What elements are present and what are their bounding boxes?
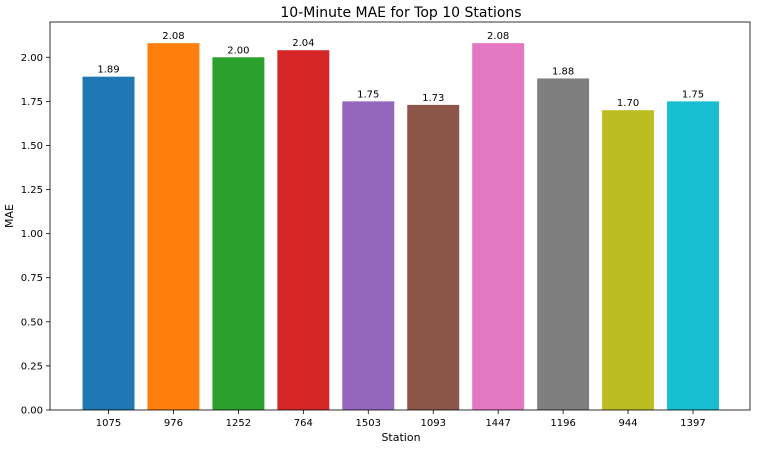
x-tick-label-1196: 1196 bbox=[550, 418, 575, 429]
bar-1196 bbox=[537, 78, 590, 410]
x-tick-label-1093: 1093 bbox=[420, 418, 445, 429]
data-label-764: 2.04 bbox=[292, 38, 314, 49]
data-label-1397: 1.75 bbox=[682, 89, 704, 100]
x-axis-label: Station bbox=[381, 431, 420, 444]
bar-1093 bbox=[407, 104, 460, 410]
y-tick-label: 2.00 bbox=[21, 53, 43, 64]
bar-1397 bbox=[667, 101, 719, 411]
x-tick-label-764: 764 bbox=[294, 418, 313, 429]
x-tick-label-1447: 1447 bbox=[485, 418, 510, 429]
x-tick-label-976: 976 bbox=[164, 418, 183, 429]
y-axis-label: MAE bbox=[3, 204, 16, 228]
plot-area: 1.89 2.08 2.00 2.04 1.75 1.73 2.08 1.88 1.70 1.75 bbox=[82, 31, 719, 411]
bar-764 bbox=[277, 50, 330, 410]
bar-1447 bbox=[472, 43, 525, 410]
data-label-1252: 2.00 bbox=[227, 45, 249, 56]
data-label-944: 1.70 bbox=[617, 98, 639, 109]
plot-frame bbox=[49, 21, 751, 411]
bar-1503 bbox=[342, 101, 395, 411]
y-tick-label: 0.75 bbox=[21, 273, 43, 284]
chart-title: 10-Minute MAE for Top 10 Stations bbox=[280, 5, 521, 21]
bar-1252 bbox=[212, 57, 265, 411]
data-label-1196: 1.88 bbox=[552, 66, 574, 77]
y-tick-label: 0.00 bbox=[21, 406, 43, 417]
data-label-1093: 1.73 bbox=[422, 93, 444, 104]
data-label-1503: 1.75 bbox=[357, 89, 379, 100]
data-label-976: 2.08 bbox=[162, 31, 184, 42]
y-axis: 0.00 0.25 0.50 0.75 1.00 1.25 1.50 1.75 2.00 bbox=[21, 53, 50, 417]
data-label-1447: 2.08 bbox=[487, 31, 509, 42]
y-tick-label: 1.75 bbox=[21, 97, 43, 108]
bar-976 bbox=[147, 43, 200, 410]
y-tick-label: 0.25 bbox=[21, 361, 43, 372]
x-tick-label-1397: 1397 bbox=[680, 418, 705, 429]
data-label-1075: 1.89 bbox=[97, 65, 119, 76]
x-tick-label-944: 944 bbox=[619, 418, 638, 429]
x-tick-label-1075: 1075 bbox=[96, 418, 121, 429]
x-axis: 1075 976 1252 764 1503 1093 1447 1196 944 1397 bbox=[96, 410, 706, 429]
y-tick-label: 1.00 bbox=[21, 229, 43, 240]
x-tick-label-1252: 1252 bbox=[226, 418, 251, 429]
y-tick-label: 1.25 bbox=[21, 185, 43, 196]
y-tick-label: 1.50 bbox=[21, 141, 43, 152]
bar-944 bbox=[602, 110, 655, 411]
bar-1075 bbox=[82, 76, 135, 411]
x-tick-label-1503: 1503 bbox=[356, 418, 381, 429]
y-tick-label: 0.50 bbox=[21, 317, 43, 328]
